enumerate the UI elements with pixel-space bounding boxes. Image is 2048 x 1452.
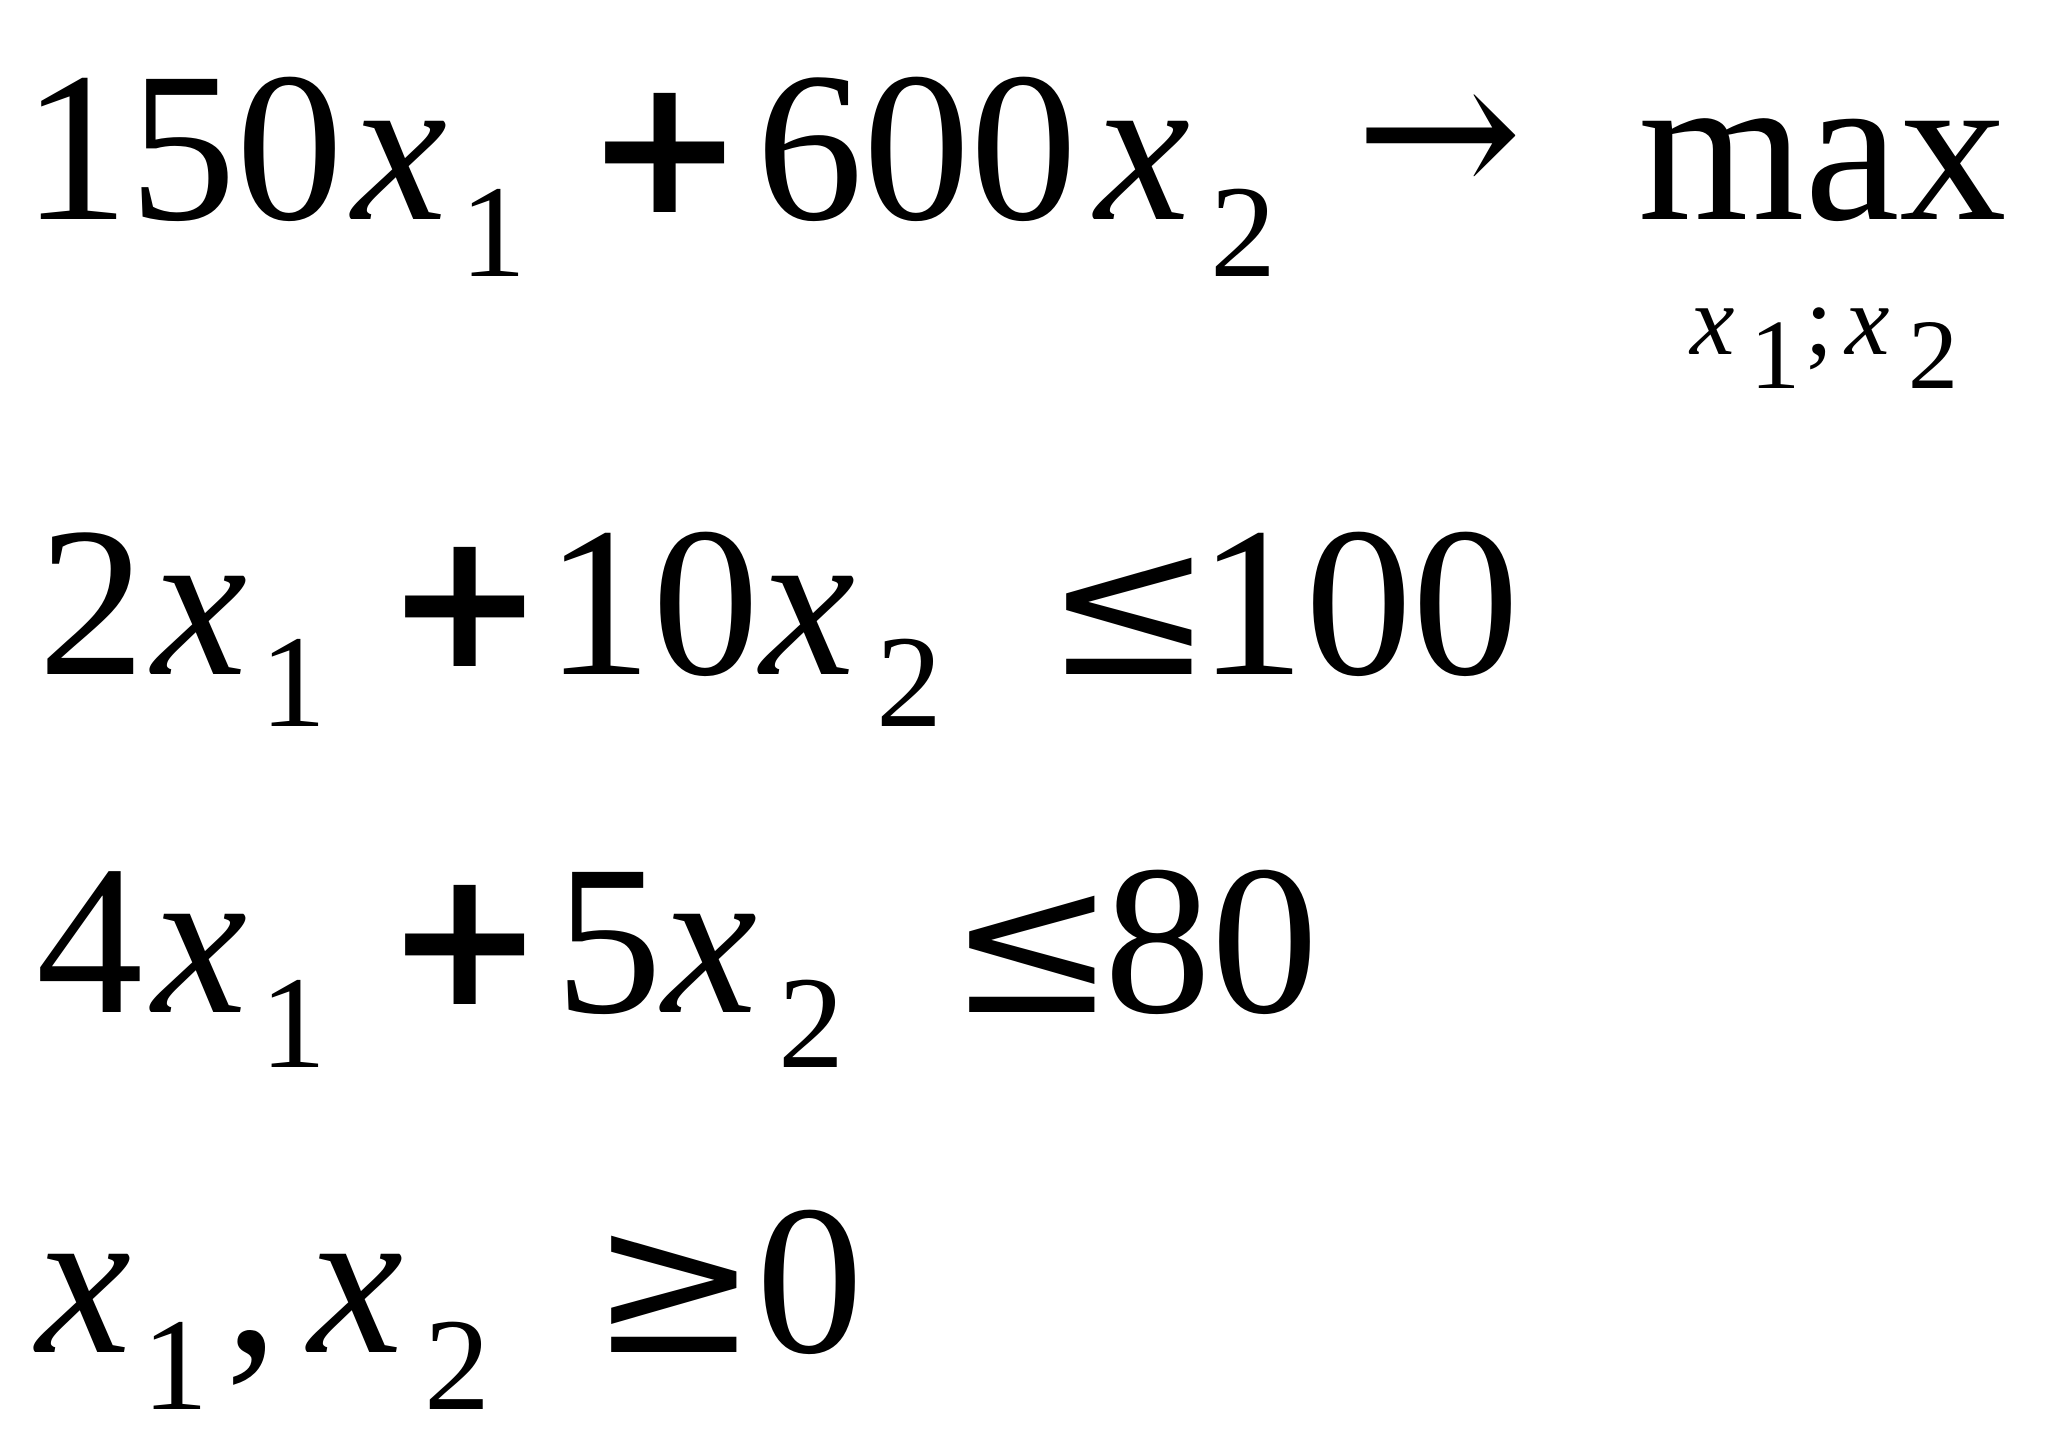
coef-600: 600 [756, 29, 1077, 266]
nonnegativity-constraint: x 1 , x 2 ≥ 0 [33, 1162, 863, 1438]
sub-2: 2 [424, 1291, 490, 1438]
sub-2: 2 [778, 949, 844, 1096]
var-x1: x [349, 29, 447, 266]
sub-1: 1 [260, 608, 326, 755]
greater-equal-sign: ≥ [590, 1167, 758, 1400]
objective-function: 150 x 1 + 600 x 2 → max x 1 ; x 2 [22, 15, 2006, 410]
sub-1: 1 [260, 949, 326, 1096]
coef: 4 [36, 822, 143, 1059]
sub-1: 1 [142, 1291, 208, 1438]
sub-1: 1 [460, 158, 526, 305]
var-x2: x [757, 484, 855, 721]
under-var-x2: x [1843, 265, 1889, 376]
var-x1: x [149, 484, 247, 721]
under-sub-2: 2 [1908, 299, 1958, 410]
less-equal-sign: ≤ [948, 827, 1116, 1060]
var-x2: x [305, 1162, 403, 1399]
constraint-2: 4 x 1 + 5 x 2 ≤ 80 [36, 822, 1318, 1096]
coef: 5 [555, 822, 662, 1059]
var-x1: x [149, 822, 247, 1059]
plus-sign: + [385, 490, 544, 711]
var-x2: x [1092, 29, 1190, 266]
rhs: 80 [1104, 822, 1318, 1059]
arrow-icon: → [1355, 15, 1523, 248]
coef: 10 [545, 484, 759, 721]
var-x1: x [33, 1162, 131, 1399]
rhs: 0 [756, 1162, 863, 1399]
under-sub-1: 1 [1750, 299, 1800, 410]
var-x2: x [659, 822, 757, 1059]
goal-max: max [1638, 29, 2006, 266]
plus-sign: + [385, 828, 544, 1049]
less-equal-sign: ≤ [1045, 489, 1213, 722]
constraint-1: 2 x 1 + 10 x 2 ≤ 100 [38, 484, 1519, 755]
under-sep: ; [1805, 265, 1833, 376]
rhs: 100 [1198, 484, 1519, 721]
plus-sign: + [585, 36, 744, 257]
comma: , [225, 1162, 279, 1399]
under-var-x1: x [1688, 265, 1734, 376]
sub-2: 2 [1210, 158, 1276, 305]
coef: 2 [38, 484, 145, 721]
coef-150: 150 [22, 29, 343, 266]
sub-2: 2 [876, 608, 942, 755]
